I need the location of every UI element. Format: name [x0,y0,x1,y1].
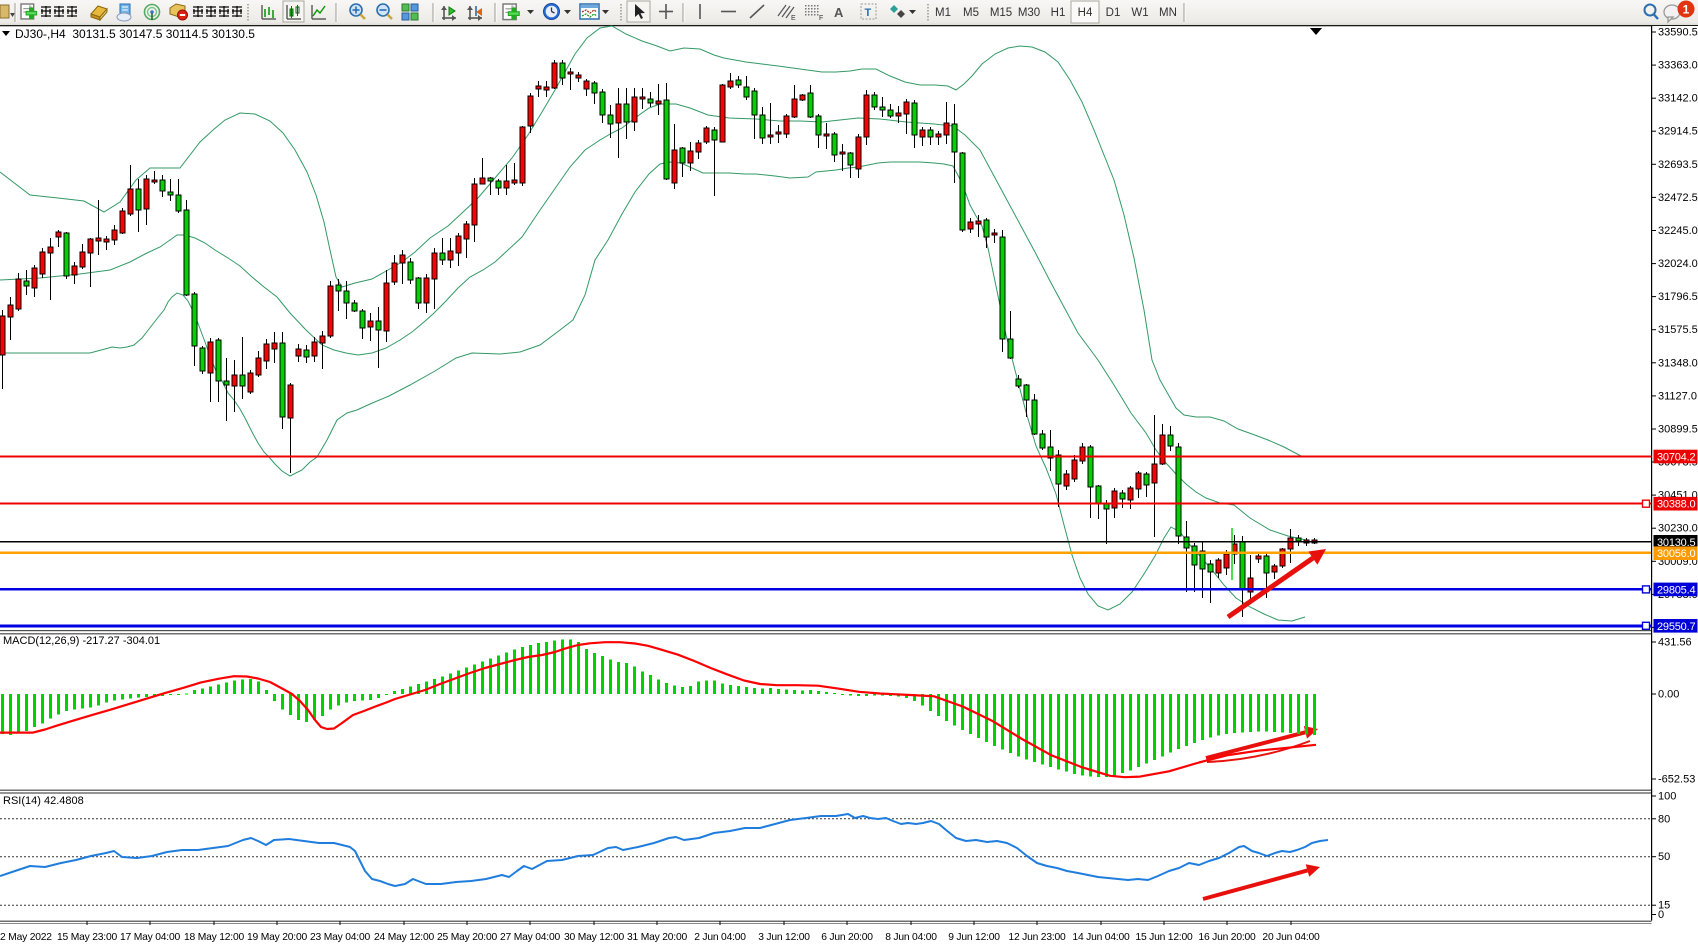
svg-text:W1: W1 [1131,7,1148,19]
svg-text:32693.5: 32693.5 [1658,159,1698,171]
svg-text:H1: H1 [1051,7,1066,19]
svg-text:M1: M1 [935,7,951,19]
svg-text:30899.5: 30899.5 [1658,424,1698,436]
svg-text:30 May 12:00: 30 May 12:00 [564,932,624,943]
svg-text:25 May 20:00: 25 May 20:00 [437,932,497,943]
svg-text:80: 80 [1658,813,1670,825]
svg-text:16 Jun 20:00: 16 Jun 20:00 [1198,932,1256,943]
svg-text:31575.5: 31575.5 [1658,324,1698,336]
svg-text:20 Jun 04:00: 20 Jun 04:00 [1262,932,1320,943]
svg-text:F: F [819,15,823,22]
svg-text:30388.0: 30388.0 [1657,499,1695,511]
svg-text:D1: D1 [1106,7,1121,19]
svg-text:3 Jun 12:00: 3 Jun 12:00 [758,932,810,943]
svg-text:33363.0: 33363.0 [1658,60,1698,72]
svg-text:M15: M15 [990,7,1012,19]
svg-text:2 Jun 04:00: 2 Jun 04:00 [694,932,746,943]
svg-text:32024.0: 32024.0 [1658,258,1698,270]
svg-text:1: 1 [1683,3,1690,17]
svg-text:31127.0: 31127.0 [1658,390,1697,402]
svg-text:30704.2: 30704.2 [1657,452,1695,464]
svg-text:32245.0: 32245.0 [1658,225,1698,237]
svg-text:M30: M30 [1018,7,1040,19]
svg-text:31 May 20:00: 31 May 20:00 [627,932,687,943]
svg-text:M5: M5 [963,7,979,19]
svg-text:0: 0 [1658,909,1664,921]
svg-text:29550.7: 29550.7 [1657,621,1695,633]
svg-text:8 Jun 04:00: 8 Jun 04:00 [885,932,937,943]
svg-text:23 May 04:00: 23 May 04:00 [310,932,370,943]
svg-text:17 May 04:00: 17 May 04:00 [120,932,180,943]
svg-text:15 May 23:00: 15 May 23:00 [57,932,117,943]
svg-text:30230.0: 30230.0 [1658,523,1698,535]
svg-text:18 May 12:00: 18 May 12:00 [184,932,244,943]
svg-text:100: 100 [1658,791,1676,803]
svg-text:31796.5: 31796.5 [1658,291,1698,303]
svg-text:6 Jun 20:00: 6 Jun 20:00 [821,932,873,943]
svg-text:30130.5: 30130.5 [1657,537,1695,549]
svg-text:-652.53: -652.53 [1658,774,1695,786]
svg-text:E: E [791,15,796,22]
svg-text:32472.5: 32472.5 [1658,192,1698,204]
svg-text:15 Jun 12:00: 15 Jun 12:00 [1135,932,1193,943]
svg-text:32914.5: 32914.5 [1658,126,1698,138]
svg-text:MN: MN [1159,7,1177,19]
svg-text:19 May 20:00: 19 May 20:00 [247,932,307,943]
svg-text:9 Jun 12:00: 9 Jun 12:00 [948,932,1000,943]
svg-text:12 Jun 23:00: 12 Jun 23:00 [1008,932,1066,943]
svg-text:33590.5: 33590.5 [1658,27,1698,39]
svg-text:DJ30-,H4 30131.5 30147.5 3011: DJ30-,H4 30131.5 30147.5 30114.5 30130.5 [15,27,255,41]
svg-text:A: A [834,5,844,20]
svg-text:2 May 2022: 2 May 2022 [0,932,52,943]
svg-text:31348.0: 31348.0 [1658,357,1698,369]
svg-text:14 Jun 04:00: 14 Jun 04:00 [1072,932,1130,943]
svg-text:29805.4: 29805.4 [1657,584,1695,596]
svg-text:MACD(12,26,9) -217.27 -304.01: MACD(12,26,9) -217.27 -304.01 [3,635,160,647]
svg-text:T: T [865,7,872,19]
svg-text:RSI(14) 42.4808: RSI(14) 42.4808 [3,795,84,807]
svg-text:50: 50 [1658,851,1670,863]
svg-text:15: 15 [1658,900,1670,912]
svg-text:H4: H4 [1078,7,1093,19]
svg-text:30056.0: 30056.0 [1657,548,1695,560]
svg-text:431.56: 431.56 [1658,637,1692,649]
svg-text:24 May 12:00: 24 May 12:00 [374,932,434,943]
svg-text:0.00: 0.00 [1658,689,1679,701]
svg-text:33142.0: 33142.0 [1658,93,1698,105]
svg-text:27 May 04:00: 27 May 04:00 [500,932,560,943]
